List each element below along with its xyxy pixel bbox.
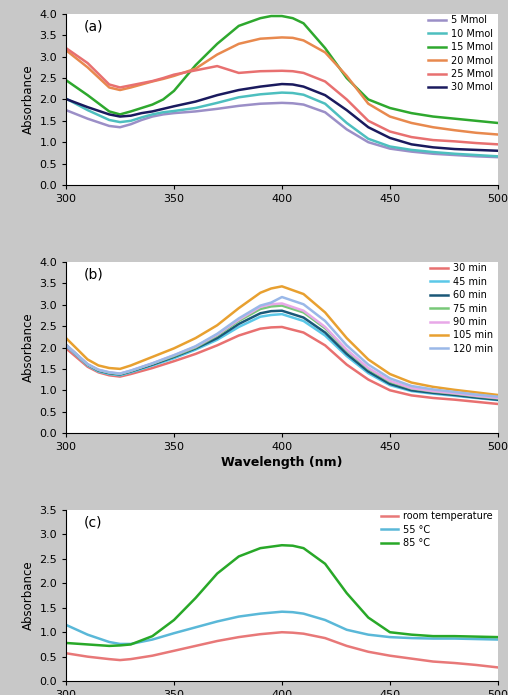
Text: (a): (a): [83, 19, 103, 33]
X-axis label: Wavelength (nm): Wavelength (nm): [221, 456, 343, 469]
Text: (b): (b): [83, 267, 103, 281]
Legend: 30 min, 45 min, 60 min, 75 min, 90 min, 105 min, 120 min: 30 min, 45 min, 60 min, 75 min, 90 min, …: [430, 263, 493, 354]
Y-axis label: Absorbance: Absorbance: [22, 561, 35, 630]
Y-axis label: Absorbance: Absorbance: [22, 65, 35, 134]
Legend: 5 Mmol, 10 Mmol, 15 Mmol, 20 Mmol, 25 Mmol, 30 Mmol: 5 Mmol, 10 Mmol, 15 Mmol, 20 Mmol, 25 Mm…: [428, 15, 493, 92]
Legend: room temperature, 55 °C, 85 °C: room temperature, 55 °C, 85 °C: [381, 512, 493, 548]
Text: (c): (c): [83, 515, 102, 529]
Y-axis label: Absorbance: Absorbance: [22, 313, 35, 382]
